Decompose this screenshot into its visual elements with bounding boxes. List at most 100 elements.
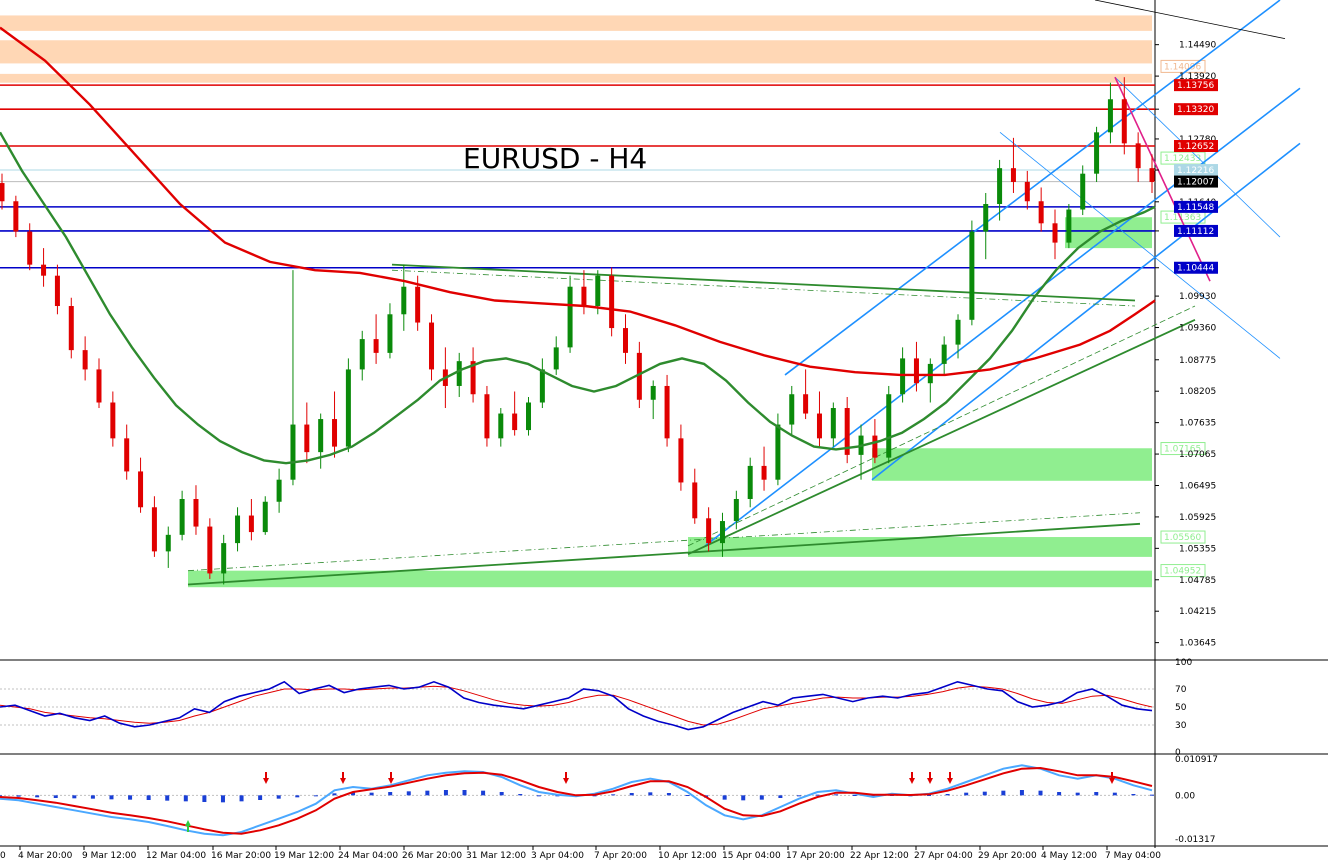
macd-hist-bar — [1057, 792, 1062, 796]
x-tick-label: 19 Mar 12:00 — [274, 851, 334, 860]
candle-body — [622, 328, 628, 353]
macd-hist-bar — [945, 794, 950, 796]
candle-body — [1135, 143, 1141, 169]
fan-line-1 — [999, 132, 1281, 359]
zone-label: 1.11363 — [1164, 213, 1201, 223]
supply-zone — [0, 73, 1152, 83]
resistance-tag: 1.12652 — [1177, 142, 1214, 152]
x-tick-label: 15 Apr 04:00 — [722, 851, 781, 860]
x-tick-label: 12 Mar 04:00 — [146, 851, 206, 860]
macd-hist-bar — [16, 795, 21, 797]
candle-body — [983, 204, 989, 232]
macd-arrow-down — [909, 772, 915, 784]
macd-hist-bar — [796, 795, 801, 797]
macd-hist-bar — [128, 795, 133, 800]
macd-hist-bar — [406, 791, 411, 796]
macd-hist-bar — [666, 793, 671, 796]
ma-fast-line — [0, 131, 1156, 465]
macd-arrow-down — [1109, 772, 1115, 784]
y-tick-label: 1.12780 — [1179, 135, 1216, 145]
resistance-tag-box — [1174, 103, 1218, 116]
macd-hist-bar — [1150, 794, 1154, 796]
macd-tick-label: 0.00 — [1175, 791, 1195, 801]
macd-hist-bar — [964, 792, 969, 796]
macd-hist-bar — [202, 795, 207, 802]
macd-hist-bar — [276, 795, 281, 799]
candle-body — [1107, 99, 1113, 133]
candle-body — [470, 361, 476, 395]
resistance-tag-box — [1174, 140, 1218, 153]
channel-upper — [784, 0, 1281, 376]
candle-body — [733, 498, 739, 522]
candle-body — [387, 314, 393, 353]
y-tick-label: 1.08775 — [1179, 356, 1216, 366]
support-tag-box — [1174, 200, 1218, 213]
candle-body — [124, 438, 130, 472]
candle-body — [179, 498, 185, 535]
candle-body — [1066, 209, 1072, 243]
candle-body — [373, 339, 379, 353]
price-tag: 1.12007 — [1177, 178, 1214, 188]
x-tick-label: 3 Apr 04:00 — [531, 851, 584, 860]
candle-body — [68, 306, 74, 351]
macd-tick-label: 0.010917 — [1175, 755, 1218, 765]
macd-hist-bar — [462, 790, 467, 796]
x-tick-label: 4 Mar 20:00 — [18, 851, 73, 860]
y-tick-label: 1.09930 — [1179, 292, 1216, 302]
macd-hist-bar — [1131, 794, 1136, 796]
candle-body — [0, 183, 5, 202]
candle-body — [262, 501, 268, 533]
stoch-tick-label: 50 — [1175, 703, 1187, 713]
macd-arrow-down — [927, 772, 933, 784]
candle-body — [830, 408, 836, 439]
candle-body — [27, 231, 33, 265]
price-tag: 1.12216 — [1177, 166, 1214, 176]
macd-hist-bar — [481, 790, 486, 796]
macd-tick-label: -0.01317 — [1175, 835, 1215, 845]
macd-hist-bar — [927, 795, 932, 796]
candle-body — [553, 347, 559, 370]
zone-label: 1.07165 — [1164, 445, 1201, 455]
candle-body — [290, 424, 296, 480]
candle-body — [318, 419, 324, 453]
macd-hist-bar — [332, 793, 337, 796]
macd-arrow-down — [388, 772, 394, 784]
resistance-tag: 1.13320 — [1177, 105, 1214, 115]
candle-body — [844, 408, 850, 455]
candle-body — [927, 363, 933, 384]
candle-body — [526, 402, 532, 431]
macd-hist-bar — [443, 790, 448, 796]
candle-body — [359, 339, 365, 370]
macd-hist-bar — [592, 795, 597, 797]
candle-body — [941, 344, 947, 364]
x-tick-label: 0 — [0, 851, 6, 860]
candle-body — [165, 534, 171, 552]
candle-body — [872, 435, 878, 458]
candle-body — [235, 515, 241, 544]
macd-hist-bar — [648, 792, 653, 796]
candle-body — [54, 275, 60, 307]
x-tick-label: 16 Mar 20:00 — [211, 851, 271, 860]
demand-zone — [188, 570, 1152, 588]
zone-label: 1.14096 — [1164, 62, 1201, 72]
y-tick-label: 1.05925 — [1179, 513, 1216, 523]
candle-body — [138, 471, 144, 508]
candle-body — [581, 286, 587, 307]
zone-label-box — [1160, 442, 1206, 456]
macd-hist-bar — [295, 795, 300, 798]
y-tick-label: 1.04785 — [1179, 576, 1216, 586]
macd-hist-bar — [759, 795, 764, 800]
y-tick-label: 1.05355 — [1179, 544, 1216, 554]
zone-label: 1.05560 — [1164, 533, 1201, 543]
candle-body — [221, 543, 227, 574]
candle-body — [1121, 99, 1127, 144]
candle-body — [1149, 168, 1155, 182]
candle-body — [955, 319, 961, 345]
candle-body — [96, 369, 102, 403]
candle-body — [650, 385, 656, 400]
candle-body — [1010, 168, 1016, 182]
zone-label: 1.04952 — [1164, 567, 1201, 577]
macd-hist-bar — [722, 795, 727, 800]
